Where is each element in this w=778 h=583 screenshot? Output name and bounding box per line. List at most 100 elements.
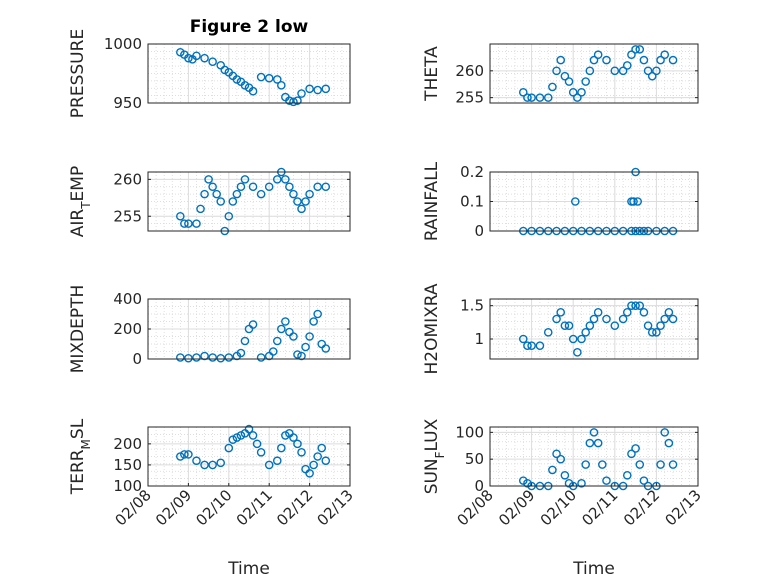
- data-point: [602, 55, 611, 65]
- data-point: [289, 97, 298, 107]
- data-point: [656, 321, 665, 330]
- data-point: [264, 182, 274, 192]
- data-point: [224, 211, 234, 221]
- y-axis-label-main: SUN: [422, 458, 442, 494]
- y-tick-label: 0: [474, 477, 484, 495]
- data-point: [577, 87, 586, 97]
- data-point: [272, 175, 282, 184]
- y-tick-label: 0.1: [460, 193, 484, 211]
- data-point: [610, 66, 620, 76]
- data-point: [652, 328, 661, 337]
- data-point: [552, 66, 561, 76]
- y-axis-label: RAINFALL: [422, 161, 442, 241]
- data-point: [629, 197, 638, 206]
- data-point: [232, 189, 242, 199]
- x-tick-label: 02/11: [578, 486, 621, 529]
- data-point: [564, 321, 574, 330]
- data-point: [256, 72, 266, 82]
- chart-rainfall: 0 0.1 0.2 RAINFALL: [422, 161, 699, 241]
- data-point: [602, 314, 611, 324]
- data-point: [200, 189, 209, 199]
- data-point: [523, 93, 532, 102]
- x-tick-label: 02/10: [192, 486, 235, 529]
- data-point: [593, 50, 603, 60]
- data-point: [224, 443, 234, 453]
- data-point: [277, 81, 286, 90]
- y-axis-label-main: PRESSURE: [68, 29, 88, 118]
- data-point: [236, 348, 246, 358]
- data-point: [297, 351, 306, 361]
- axes-box: [147, 426, 351, 487]
- x-tick-label: 02/13: [314, 486, 357, 529]
- y-tick-label: 1000: [104, 35, 142, 53]
- data-point: [577, 334, 586, 344]
- y-tick-label: 255: [455, 89, 484, 107]
- data-point: [313, 182, 322, 192]
- data-point: [277, 443, 286, 453]
- chart-title: Figure 2 low: [190, 17, 309, 37]
- chart-terr_msl: 10015020002/0802/0902/1002/1102/1202/13T…: [68, 418, 357, 579]
- data-point: [627, 50, 636, 60]
- data-point: [573, 348, 582, 357]
- x-axis-label: Time: [572, 559, 615, 579]
- data-point: [631, 45, 640, 54]
- axes-box: [147, 43, 351, 104]
- y-tick-label: 260: [455, 62, 484, 80]
- y-tick-label: 100: [113, 477, 142, 495]
- data-point: [543, 328, 553, 337]
- y-tick-label: 150: [113, 456, 142, 474]
- data-point: [548, 465, 557, 475]
- data-point: [321, 344, 331, 353]
- y-tick-label: 0: [474, 222, 484, 240]
- data-point: [248, 182, 258, 192]
- data-point: [272, 75, 282, 84]
- data-point: [321, 456, 331, 466]
- data-point: [631, 444, 640, 453]
- axes-box: [489, 426, 699, 487]
- data-point: [192, 51, 201, 61]
- data-point: [297, 89, 306, 98]
- plot-area: [490, 427, 698, 486]
- x-tick-label: 02/12: [273, 486, 316, 529]
- data-point: [589, 314, 599, 324]
- data-point: [602, 476, 611, 485]
- data-point: [313, 85, 322, 95]
- y-axis-label: H2OMIXRA: [422, 283, 442, 374]
- data-point: [268, 347, 278, 356]
- data-point: [660, 428, 670, 437]
- data-point: [272, 456, 282, 466]
- y-tick-label: 1.5: [460, 297, 484, 315]
- data-point: [256, 189, 266, 199]
- data-point: [610, 321, 620, 330]
- data-point: [535, 93, 545, 102]
- y-axis-label: SUNFLUX: [422, 418, 447, 494]
- data-point: [208, 460, 217, 470]
- data-point: [204, 175, 213, 184]
- data-point: [635, 301, 645, 310]
- data-point: [305, 84, 314, 94]
- data-point: [635, 45, 645, 54]
- data-point: [208, 353, 217, 362]
- data-point: [277, 324, 286, 334]
- data-point: [232, 433, 242, 442]
- y-axis-label: AIRTEMP: [68, 166, 93, 237]
- data-point: [289, 189, 298, 199]
- data-point: [200, 53, 209, 63]
- data-point: [208, 57, 217, 67]
- data-point: [297, 447, 306, 457]
- data-point: [568, 334, 578, 344]
- data-point: [281, 431, 290, 440]
- data-point: [664, 308, 674, 317]
- data-point: [518, 87, 528, 97]
- data-point: [192, 456, 201, 466]
- data-point: [244, 424, 254, 434]
- y-tick-label: 100: [455, 423, 484, 441]
- axes-box: [489, 43, 699, 104]
- data-point: [585, 321, 595, 330]
- y-tick-label: 1: [474, 330, 484, 348]
- data-point: [297, 204, 306, 214]
- chart-theta: 255 260 THETA: [422, 43, 699, 107]
- y-axis-label-tail: LUX: [422, 418, 442, 451]
- y-axis-label-sub: M: [79, 439, 93, 449]
